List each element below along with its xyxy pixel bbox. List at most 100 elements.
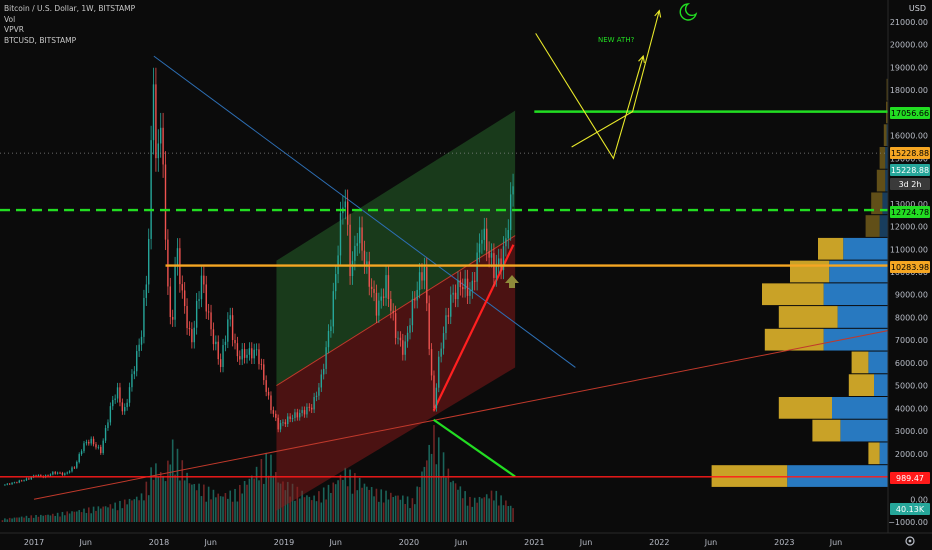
volume-bar-132 — [318, 491, 320, 522]
volume-bar-3 — [8, 517, 11, 522]
volume-indicator-label[interactable]: Vol — [4, 14, 16, 24]
candle-body-158 — [382, 296, 385, 298]
candle-body-122 — [296, 412, 299, 418]
volume-bar-68 — [164, 481, 167, 522]
volume-bar-16 — [40, 514, 42, 522]
volume-bar-18 — [44, 515, 47, 522]
candle-body-42 — [104, 428, 107, 441]
candle-body-194 — [469, 290, 471, 296]
volume-bar-197 — [473, 497, 476, 522]
candle-body-75 — [183, 290, 186, 307]
candle-body-167 — [404, 341, 406, 355]
vpvr-indicator-label[interactable]: VPVR — [4, 25, 24, 34]
volume-bar-168 — [404, 504, 407, 522]
volume-bar-77 — [186, 472, 188, 522]
volume-bar-90 — [217, 493, 220, 522]
projection-up-path-arrowhead — [654, 9, 662, 18]
volume-bar-148 — [356, 490, 359, 522]
vp-bar-down-5 — [837, 306, 888, 328]
volume-bar-37 — [90, 513, 92, 522]
volume-bar-203 — [488, 498, 490, 522]
candle-body-108 — [263, 364, 265, 381]
volume-bar-113 — [272, 475, 275, 522]
candle-body-2 — [8, 483, 11, 485]
candle-body-127 — [308, 406, 311, 408]
price-axis-markers: 17056.66 15228.88 15228.88 3d 2h 12724.78 102… — [890, 107, 930, 515]
vp-bar-up-2 — [848, 374, 874, 396]
candle-body-110 — [267, 391, 270, 396]
volume-bar-72 — [174, 474, 176, 522]
candle-body-107 — [260, 364, 263, 365]
candle-body-38 — [95, 444, 97, 448]
vp-bar-down-6 — [823, 283, 888, 306]
drawn-trendlines — [33, 55, 920, 500]
candle-body-105 — [255, 349, 258, 351]
y-tick-label: 2000.00 — [895, 450, 928, 459]
compare-symbol-label[interactable]: BTCUSD, BITSTAMP — [4, 35, 77, 45]
volume-bar-13 — [32, 517, 35, 522]
candle-body-160 — [387, 275, 390, 299]
volume-bar-71 — [171, 439, 174, 522]
candle-body-80 — [195, 300, 198, 328]
volume-bar-36 — [87, 507, 90, 522]
candle-body-186 — [450, 294, 452, 317]
vp-bar-down-12 — [885, 147, 888, 169]
candle-body-172 — [416, 289, 418, 301]
price-marker-label-1: 15228.88 — [891, 149, 929, 158]
price-marker-3 — [890, 178, 930, 190]
volume-bar-120 — [289, 496, 291, 522]
volume-bar-195 — [469, 496, 471, 522]
time-axis[interactable]: 2017 Jun 2018 Jun 2019 Jun 2020 Jun 2021 Jun 2022 J… — [24, 538, 842, 547]
vp-bar-up-1 — [778, 397, 832, 419]
candle-body-77 — [188, 328, 191, 330]
volume-bar-108 — [260, 459, 263, 522]
candle-body-113 — [275, 413, 277, 418]
candle-body-120 — [291, 418, 294, 419]
volume-bar-133 — [320, 502, 323, 522]
volume-bar-91 — [219, 496, 222, 522]
symbol-title[interactable]: Bitcoin / U.S. Dollar, 1W, BITSTAMP — [4, 4, 136, 13]
candle-body-152 — [368, 261, 370, 287]
volume-bar-74 — [179, 480, 181, 522]
candle-body-207 — [500, 258, 502, 270]
candle-body-133 — [323, 368, 325, 375]
volume-bar-165 — [397, 495, 399, 522]
volume-bar-155 — [373, 496, 375, 522]
candle-body-19 — [49, 474, 52, 476]
candle-body-22 — [56, 472, 59, 474]
candle-body-189 — [457, 280, 459, 300]
volume-bar-150 — [361, 487, 363, 522]
volume-bar-205 — [493, 500, 495, 522]
vp-bar-down-16 — [879, 442, 888, 465]
candle-body-23 — [59, 472, 61, 474]
vp-bar-down-3 — [868, 351, 888, 374]
candle-body-163 — [394, 313, 397, 338]
y-tick-label: −1000.00 — [888, 518, 928, 527]
vp-bar-up-12 — [879, 147, 886, 169]
candle-body-184 — [445, 315, 447, 334]
volume-bar-141 — [339, 474, 342, 522]
candle-body-100 — [243, 349, 246, 358]
candle-body-37 — [92, 438, 95, 445]
volume-bar-65 — [157, 476, 160, 522]
volume-bar-144 — [346, 486, 349, 522]
volume-bar-0 — [1, 520, 4, 522]
volume-bar-208 — [500, 495, 502, 522]
volume-bar-11 — [28, 518, 30, 522]
candle-body-60 — [148, 238, 150, 285]
volume-bar-26 — [64, 515, 66, 522]
volume-bar-100 — [241, 493, 244, 522]
candle-body-66 — [162, 127, 164, 165]
volume-bar-190 — [457, 489, 459, 522]
volume-bar-143 — [344, 467, 347, 522]
vp-bar-down-0 — [840, 419, 888, 442]
volume-bar-94 — [227, 498, 229, 522]
candle-body-69 — [169, 286, 171, 318]
volume-bar-158 — [380, 489, 383, 522]
settings-gear-icon[interactable] — [905, 536, 915, 546]
candle-body-45 — [112, 399, 114, 407]
x-tick-label: Jun — [829, 538, 843, 547]
currency-label[interactable]: USD — [908, 4, 926, 13]
candle-body-205 — [495, 264, 497, 278]
